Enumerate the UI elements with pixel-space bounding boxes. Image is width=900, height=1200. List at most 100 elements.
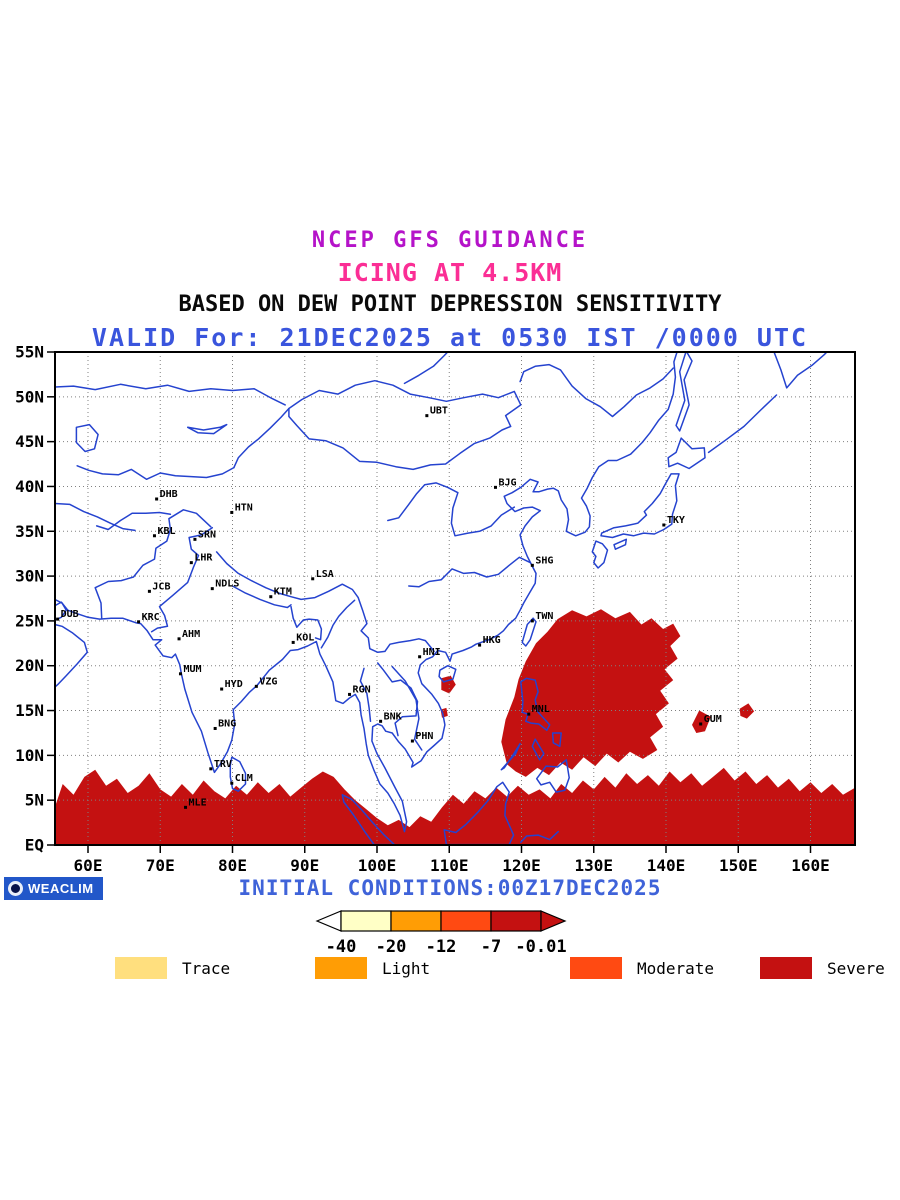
station-label: DHB xyxy=(160,489,178,500)
lon-label: 70E xyxy=(146,856,175,875)
lat-label: 50N xyxy=(15,387,44,406)
station-marker xyxy=(56,617,60,621)
lon-label: 120E xyxy=(502,856,541,875)
legend-swatch xyxy=(315,957,367,979)
station-label: KRC xyxy=(142,612,160,623)
station-marker xyxy=(210,587,214,591)
coastline xyxy=(55,623,89,688)
coastline xyxy=(613,538,628,550)
station-marker xyxy=(269,595,273,599)
coastline xyxy=(520,830,560,844)
station-marker xyxy=(527,712,531,716)
graticule xyxy=(55,352,855,845)
station-label: LSA xyxy=(316,569,334,580)
coastline xyxy=(186,423,228,435)
station-marker xyxy=(230,781,234,785)
lon-label: 90E xyxy=(290,856,319,875)
station-label: MLE xyxy=(189,797,207,808)
station-marker xyxy=(230,510,234,514)
station-marker xyxy=(410,739,414,743)
station-label: UBT xyxy=(430,406,448,417)
station-marker xyxy=(209,767,213,771)
forecast-map: 55N 50N 45N 40N 35N 30N 25N 20N 15N 10N 5N EQ 60E 70E… xyxy=(15,343,856,875)
station-marker xyxy=(189,561,193,565)
station-marker xyxy=(152,534,156,538)
legend-swatch xyxy=(570,957,622,979)
station-label: SHG xyxy=(535,555,553,566)
lat-label: 40N xyxy=(15,477,44,496)
coastline xyxy=(500,742,521,771)
station-marker xyxy=(530,563,534,567)
station-label: HTN xyxy=(235,502,253,513)
station-marker xyxy=(425,414,429,418)
station-marker xyxy=(478,643,482,647)
coastline xyxy=(231,585,292,609)
coastline xyxy=(376,662,419,737)
station-label: KBL xyxy=(157,526,175,537)
station-marker xyxy=(254,684,258,688)
lat-label: 20N xyxy=(15,656,44,675)
station-label: MUM xyxy=(183,664,201,675)
legend-item-severe: Severe xyxy=(760,957,885,979)
colorbar-segment xyxy=(390,910,442,932)
lat-label: 15N xyxy=(15,701,44,720)
coastline xyxy=(600,473,680,539)
coastline xyxy=(75,423,99,453)
severe-shading xyxy=(55,609,855,845)
coastline xyxy=(94,509,212,619)
title-valid-time: VALID For: 21DEC2025 at 0530 IST /0000 U… xyxy=(91,323,809,352)
station-marker xyxy=(311,577,315,581)
colorbar-segment xyxy=(490,910,542,932)
station-marker xyxy=(155,497,159,501)
coastline xyxy=(667,437,706,470)
legend-label: Light xyxy=(382,958,431,978)
legend-row: Trace Light Moderate Severe xyxy=(0,957,900,987)
lat-label: 10N xyxy=(15,746,44,765)
coastline xyxy=(535,759,570,793)
coastline xyxy=(403,352,449,385)
station-marker xyxy=(530,619,534,623)
station-marker xyxy=(348,692,352,696)
station-marker xyxy=(213,726,217,730)
weaclim-logo-icon xyxy=(8,881,23,896)
coastline xyxy=(76,465,235,481)
colorbar-arrow-left xyxy=(315,910,342,932)
coastline xyxy=(707,394,778,454)
coastline xyxy=(591,540,609,569)
severe-area xyxy=(692,710,711,733)
coastline xyxy=(387,482,516,537)
legend-item-light: Light xyxy=(315,957,430,979)
station-label: CLM xyxy=(235,773,253,784)
lat-label: 5N xyxy=(25,791,44,810)
station-label: NDLS xyxy=(215,579,239,590)
lon-label: 110E xyxy=(430,856,469,875)
coastline xyxy=(359,667,372,723)
severe-area xyxy=(55,767,855,845)
coastline xyxy=(438,664,457,683)
coastline xyxy=(443,781,515,845)
station-label: LHR xyxy=(194,553,213,564)
station-marker xyxy=(699,722,703,726)
axis-labels: 55N 50N 45N 40N 35N 30N 25N 20N 15N 10N 5N EQ 60E 70E… xyxy=(15,343,830,875)
lat-label: 45N xyxy=(15,432,44,451)
weaclim-logo-text: WEACLIM xyxy=(28,881,94,896)
coastline xyxy=(55,383,286,406)
lon-label: 130E xyxy=(574,856,613,875)
station-label: RGN xyxy=(353,684,371,695)
lon-label: 100E xyxy=(358,856,397,875)
coastline xyxy=(675,352,693,432)
station-marker xyxy=(220,687,224,691)
station-label: VZG xyxy=(259,676,277,687)
coastline xyxy=(150,526,214,633)
coastlines xyxy=(55,352,828,845)
station-label: TRV xyxy=(214,759,232,770)
coastline xyxy=(95,511,172,531)
legend-label: Trace xyxy=(182,958,231,978)
coastline xyxy=(773,352,828,389)
legend-swatch xyxy=(760,957,812,979)
station-label: HNI xyxy=(423,647,441,658)
station-marker xyxy=(291,640,295,644)
coastline xyxy=(55,352,678,833)
title-model: NCEP GFS GUIDANCE xyxy=(311,228,589,253)
